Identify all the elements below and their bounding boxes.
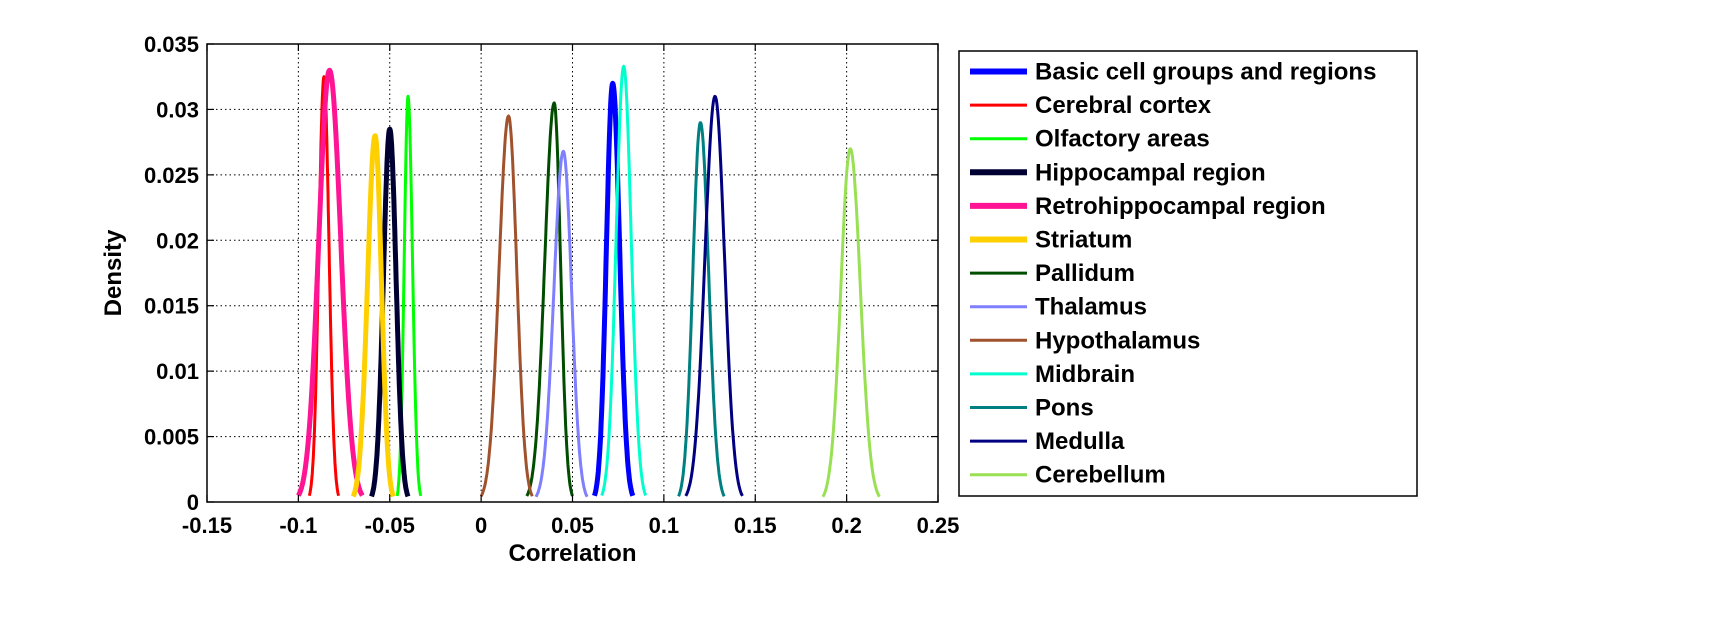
x-tick-label: -0.1	[279, 513, 317, 538]
series-line	[677, 121, 726, 497]
y-tick-label: 0.01	[156, 359, 199, 384]
x-tick-label: 0.05	[551, 513, 594, 538]
series-line	[350, 133, 396, 498]
y-tick-label: 0.025	[144, 163, 199, 188]
y-tick-label: 0.015	[144, 294, 199, 319]
legend-label: Midbrain	[1035, 361, 1135, 388]
legend-label: Cerebral cortex	[1035, 92, 1212, 119]
x-tick-label: -0.15	[182, 513, 232, 538]
series-line	[592, 80, 636, 497]
y-tick-label: 0.03	[156, 97, 199, 122]
series-line	[821, 147, 881, 498]
y-tick-label: 0	[187, 490, 199, 515]
x-axis-label: Correlation	[508, 540, 636, 567]
series-line	[307, 75, 341, 497]
legend-label: Thalamus	[1035, 294, 1147, 321]
y-tick-label: 0.035	[144, 32, 199, 57]
series-line	[525, 101, 574, 497]
legend-label: Medulla	[1035, 428, 1125, 455]
legend-frame	[958, 50, 1418, 497]
y-axis-label: Density	[100, 229, 127, 316]
legend-label: Pons	[1035, 395, 1094, 422]
series-line	[479, 114, 534, 497]
series-line	[684, 94, 744, 497]
y-tick-label: 0.02	[156, 228, 199, 253]
legend-label: Hippocampal region	[1035, 159, 1266, 186]
legend-label: Cerebellum	[1035, 462, 1166, 489]
x-tick-label: -0.05	[365, 513, 415, 538]
series-line	[296, 67, 365, 497]
legend-label: Retrohippocampal region	[1035, 193, 1326, 220]
legend: Basic cell groups and regions Cerebral co…	[958, 50, 1418, 497]
x-tick-label: 0.15	[734, 513, 777, 538]
x-tick-label: 0.2	[831, 513, 862, 538]
series-line	[600, 64, 648, 497]
axis-ticks: -0.15 -0.1 -0.05 0 0.05 0.1 0.15 0.2 0.25 0 0.005 0…	[144, 32, 959, 538]
x-tick-label: 0.25	[917, 513, 960, 538]
legend-label: Hypothalamus	[1035, 327, 1200, 354]
y-tick-label: 0.005	[144, 425, 199, 450]
legend-label: Basic cell groups and regions	[1035, 59, 1376, 86]
series-line	[369, 126, 411, 498]
x-tick-label: 0	[475, 513, 487, 538]
x-tick-label: 0.1	[649, 513, 680, 538]
legend-label: Striatum	[1035, 227, 1132, 254]
legend-label: Olfactory areas	[1035, 126, 1210, 153]
series-lines	[296, 64, 881, 498]
series-line	[534, 149, 589, 498]
legend-label: Pallidum	[1035, 260, 1135, 287]
